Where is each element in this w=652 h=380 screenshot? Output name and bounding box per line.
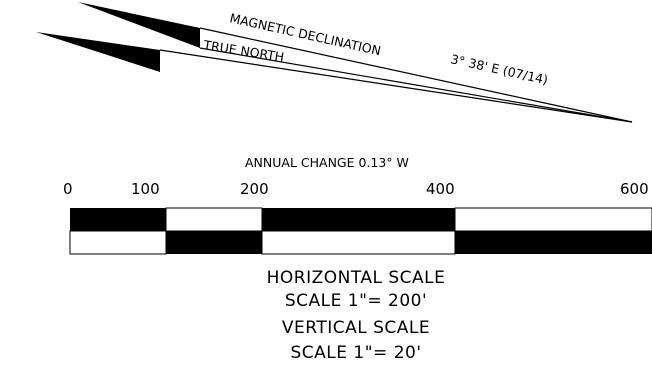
magnetic-arrow-head — [78, 2, 200, 48]
magnetic-arrow-shaft-bottom — [199, 47, 633, 123]
bar-bottom-seg-1 — [69, 230, 167, 255]
bar-top-seg-1 — [70, 208, 166, 231]
bar-top-seg-3 — [262, 208, 455, 231]
bar-bottom-seg-3 — [261, 230, 456, 255]
bar-top-seg-4 — [454, 207, 652, 232]
tick-label-600: 600 — [620, 180, 649, 198]
bar-top-seg-2 — [165, 207, 263, 232]
horizontal-scale-value: SCALE 1"= 200' — [285, 291, 427, 311]
magnetic-declination-value: 3° 38' E (07/14) — [449, 51, 549, 87]
horizontal-scale-title: HORIZONTAL SCALE — [267, 268, 446, 288]
tick-label-100: 100 — [131, 180, 160, 198]
magnetic-arrow-shaft-top — [199, 27, 633, 123]
magnetic-north-arrow: MAGNETIC DECLINATION 3° 38' E (07/14) — [78, 2, 633, 123]
vertical-scale-title: VERTICAL SCALE — [282, 318, 430, 338]
true-north-arrow-head — [36, 32, 160, 72]
tick-label-200: 200 — [240, 180, 269, 198]
bar-bottom-seg-2 — [166, 231, 262, 254]
vertical-scale-value: SCALE 1"= 20' — [291, 343, 422, 363]
tick-label-0: 0 — [63, 180, 73, 198]
tick-label-400: 400 — [426, 180, 455, 198]
annual-change-label: ANNUAL CHANGE 0.13° W — [245, 155, 409, 170]
true-north-label: TRUE NORTH — [202, 37, 286, 65]
bar-bottom-seg-4 — [455, 231, 652, 254]
bar-scale — [69, 207, 652, 255]
true-north-arrow-shaft — [159, 49, 633, 123]
